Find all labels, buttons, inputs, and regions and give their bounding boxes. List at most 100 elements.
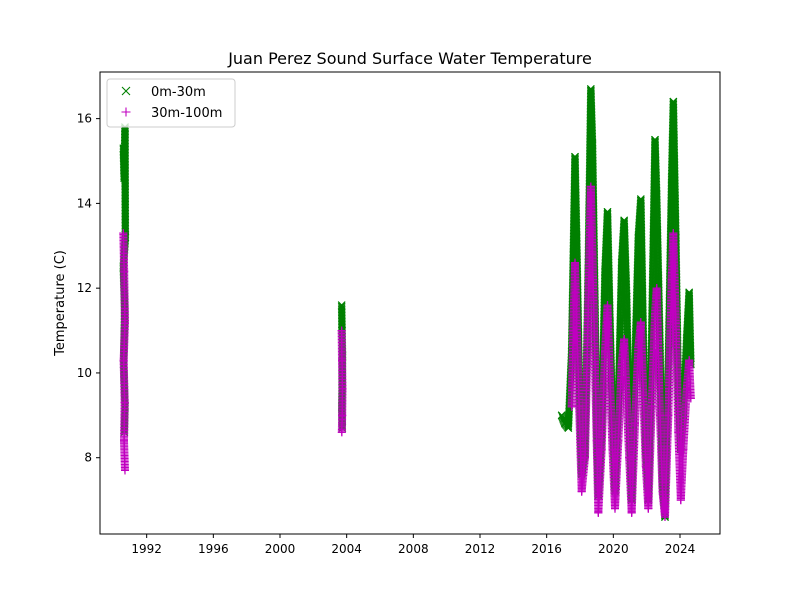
data-point bbox=[669, 97, 678, 106]
legend-item: 30m-100m bbox=[121, 106, 222, 121]
data-point bbox=[120, 398, 129, 407]
data-point bbox=[669, 229, 678, 238]
x-tick-label: 1992 bbox=[131, 542, 162, 556]
data-point bbox=[611, 504, 619, 513]
data-point bbox=[586, 85, 595, 93]
data-point bbox=[617, 258, 626, 267]
plot-frame bbox=[99, 71, 721, 535]
data-point bbox=[591, 360, 599, 369]
data-point bbox=[586, 182, 595, 191]
x-tick-label: 2004 bbox=[331, 542, 362, 556]
data-point bbox=[564, 424, 573, 432]
data-point bbox=[622, 292, 631, 301]
data-point bbox=[620, 335, 629, 344]
data-point bbox=[601, 347, 609, 356]
data-point bbox=[644, 504, 653, 513]
data-point bbox=[667, 275, 676, 284]
data-point bbox=[572, 233, 581, 242]
data-point bbox=[652, 191, 661, 199]
legend: 0m-30m 30m-100m bbox=[106, 78, 236, 128]
legend-marker bbox=[121, 107, 131, 117]
data-point bbox=[121, 318, 129, 327]
data-point bbox=[567, 402, 576, 411]
data-point bbox=[588, 140, 597, 148]
data-point bbox=[603, 207, 612, 216]
data-point bbox=[121, 466, 129, 475]
data-point bbox=[597, 445, 606, 454]
data-point bbox=[620, 216, 629, 225]
data-point bbox=[592, 436, 601, 445]
data-point bbox=[658, 487, 667, 496]
data-point bbox=[120, 267, 129, 276]
series-layer bbox=[119, 85, 695, 522]
data-point bbox=[572, 318, 581, 327]
data-point bbox=[337, 301, 346, 310]
y-tick-label: 12 bbox=[77, 281, 92, 295]
y-tick-label: 10 bbox=[77, 366, 92, 380]
x-tick-label: 1996 bbox=[198, 542, 229, 556]
y-tick-label: 16 bbox=[77, 112, 92, 126]
data-point bbox=[631, 419, 639, 428]
y-axis: 8 10 12 14 16 bbox=[77, 112, 100, 465]
x-tick-label: 2000 bbox=[265, 542, 296, 556]
data-point bbox=[603, 301, 612, 310]
data-point bbox=[652, 284, 661, 293]
y-tick-label: 8 bbox=[84, 451, 92, 465]
data-point bbox=[634, 343, 643, 352]
data-point bbox=[606, 377, 614, 386]
data-point bbox=[337, 428, 346, 437]
data-point bbox=[636, 318, 645, 327]
data-point bbox=[656, 411, 664, 420]
data-point bbox=[671, 318, 680, 327]
y-axis-label: Temperature (C) bbox=[53, 250, 68, 357]
data-point bbox=[594, 508, 603, 517]
data-point bbox=[664, 411, 673, 420]
x-tick-label: 2012 bbox=[465, 542, 496, 556]
data-point bbox=[686, 394, 695, 403]
data-point bbox=[679, 445, 688, 454]
data-point bbox=[682, 385, 691, 394]
data-point bbox=[608, 445, 617, 454]
data-point bbox=[674, 428, 683, 437]
data-point bbox=[119, 144, 128, 153]
data-point bbox=[588, 250, 597, 259]
data-point bbox=[661, 513, 669, 522]
x-axis: 1992 1996 2000 2004 2008 2012 2016 2020 2024 bbox=[131, 534, 695, 556]
data-point bbox=[647, 402, 656, 411]
legend-box bbox=[106, 78, 236, 128]
data-point bbox=[337, 326, 346, 335]
x-tick-label: 2024 bbox=[665, 542, 696, 556]
legend-label: 30m-100m bbox=[151, 106, 222, 121]
data-point bbox=[617, 360, 626, 369]
plot-area bbox=[99, 71, 721, 535]
data-point bbox=[338, 411, 347, 420]
x-tick-label: 2016 bbox=[531, 542, 562, 556]
data-point bbox=[622, 394, 631, 403]
data-point bbox=[685, 356, 694, 365]
data-point bbox=[119, 229, 128, 238]
data-point bbox=[682, 335, 691, 343]
data-point bbox=[338, 385, 347, 394]
data-point bbox=[634, 233, 643, 242]
data-point bbox=[120, 174, 129, 182]
data-point bbox=[571, 258, 579, 267]
legend-marker bbox=[121, 86, 131, 96]
data-point bbox=[581, 453, 589, 462]
legend-label: 0m-30m bbox=[151, 85, 206, 100]
data-point bbox=[614, 436, 623, 445]
data-point bbox=[601, 267, 609, 276]
data-point bbox=[577, 487, 586, 496]
data-point bbox=[651, 135, 659, 144]
data-point bbox=[120, 436, 128, 445]
y-tick-label: 14 bbox=[77, 196, 92, 210]
data-point bbox=[639, 390, 648, 399]
data-point bbox=[641, 462, 650, 471]
data-point bbox=[561, 419, 569, 428]
series-deep bbox=[119, 182, 695, 522]
data-point bbox=[667, 174, 676, 182]
data-point bbox=[584, 301, 593, 310]
data-point bbox=[557, 411, 566, 420]
data-point bbox=[625, 453, 634, 462]
data-point bbox=[627, 508, 636, 517]
data-point bbox=[685, 288, 694, 297]
